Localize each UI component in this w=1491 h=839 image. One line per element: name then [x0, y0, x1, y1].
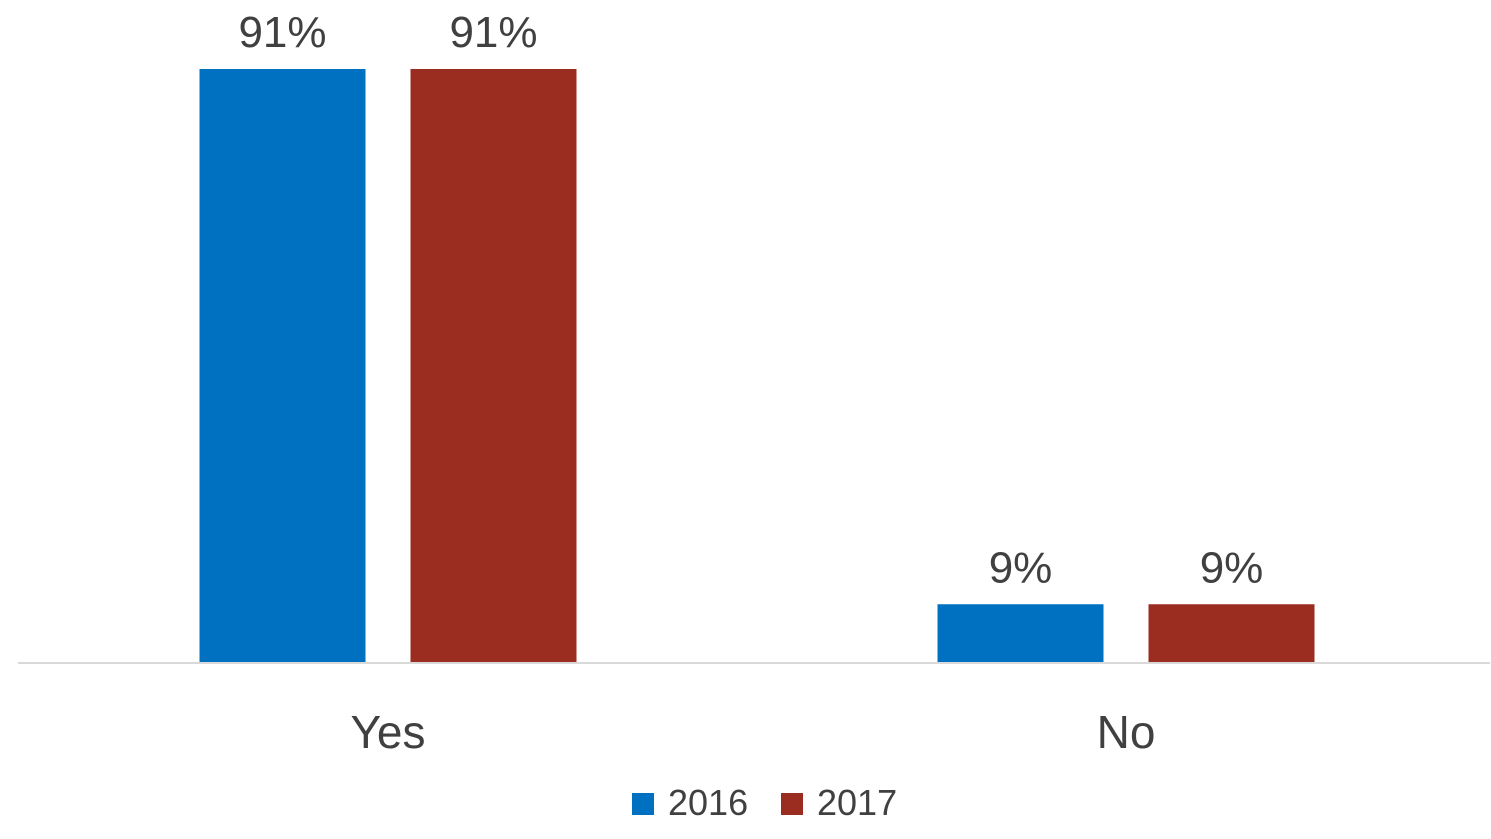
- bar-no-2017: [1148, 604, 1315, 663]
- legend-item-2017: 2017: [781, 782, 897, 823]
- data-labels-layer: 91% 91% 9% 9%: [238, 8, 1263, 592]
- legend-swatch-2017: [781, 793, 803, 815]
- data-label-no-2017: 9%: [1200, 543, 1264, 592]
- bar-no-2016: [937, 604, 1104, 663]
- bar-yes-2016: [199, 69, 366, 663]
- legend-item-2016: 2016: [632, 782, 748, 823]
- data-label-no-2016: 9%: [989, 543, 1053, 592]
- category-labels-layer: Yes No: [350, 706, 1155, 758]
- data-label-yes-2017: 91%: [449, 8, 537, 57]
- data-label-yes-2016: 91%: [238, 8, 326, 57]
- legend-label-2017: 2017: [817, 782, 897, 823]
- legend: 2016 2017: [632, 782, 897, 823]
- legend-label-2016: 2016: [668, 782, 748, 823]
- bar-yes-2017: [410, 69, 577, 663]
- bars-layer: [199, 69, 1315, 663]
- category-label-no: No: [1097, 706, 1156, 758]
- category-label-yes: Yes: [350, 706, 425, 758]
- legend-swatch-2016: [632, 793, 654, 815]
